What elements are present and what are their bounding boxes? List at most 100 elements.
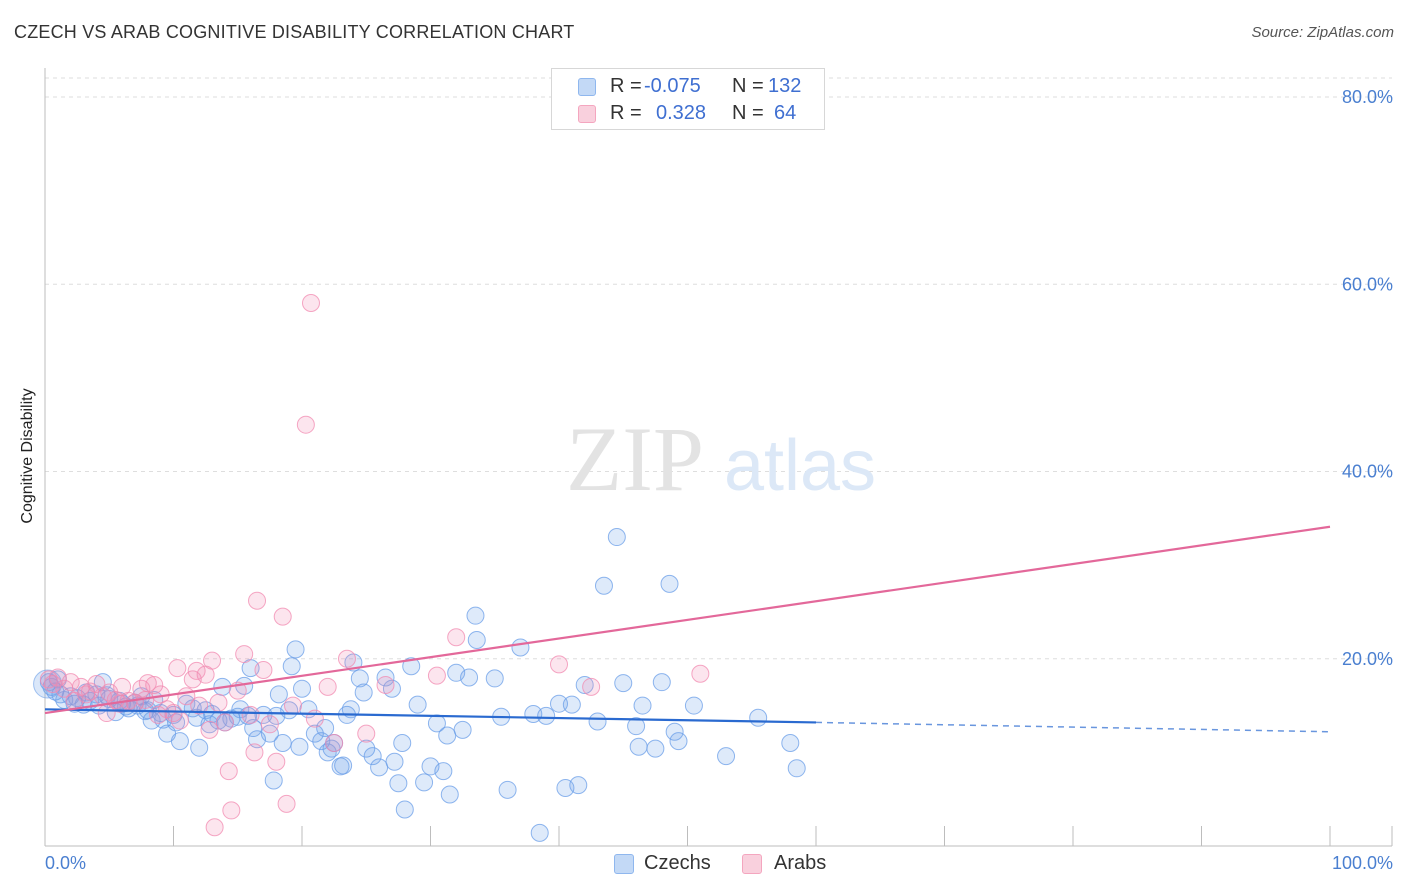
point-arabs-47 — [267, 752, 286, 771]
point-czechs-99 — [467, 631, 486, 650]
point-arabs-35 — [205, 818, 224, 837]
point-czechs-100 — [485, 669, 504, 688]
point-czechs-97 — [460, 668, 479, 687]
point-arabs-48 — [273, 607, 292, 626]
point-arabs-38 — [219, 762, 238, 781]
arabs-swatch — [578, 105, 596, 123]
point-czechs-92 — [434, 762, 453, 781]
point-czechs-51 — [244, 719, 263, 738]
r-value: 0.328 — [656, 102, 707, 124]
point-arabs-50 — [284, 696, 303, 715]
point-czechs-57 — [269, 685, 288, 704]
point-arabs-34 — [203, 651, 222, 670]
point-czechs-63 — [293, 679, 311, 698]
stats-legend-row-arabs: R = 0.328 N = 64 — [552, 101, 826, 127]
point-czechs-115 — [614, 674, 633, 693]
y-tick-label-20: 20.0% — [1342, 649, 1393, 669]
point-czechs-53 — [254, 705, 273, 724]
point-czechs-80 — [370, 758, 389, 777]
point-arabs-56 — [337, 649, 356, 668]
point-czechs-41 — [203, 704, 222, 723]
point-czechs-103 — [511, 638, 530, 657]
watermark-atlas: atlas — [724, 426, 876, 506]
point-arabs-55 — [325, 734, 344, 753]
point-arabs-58 — [376, 675, 395, 694]
point-arabs-45 — [254, 660, 273, 679]
trend-line-extension-czechs — [815, 721, 1331, 733]
r-value: -0.075 — [644, 75, 701, 97]
trend-line-czechs — [44, 708, 817, 724]
y-tick-label-60: 60.0% — [1342, 274, 1393, 294]
point-arabs-63 — [691, 664, 710, 683]
point-czechs-60 — [282, 657, 301, 676]
n-label: N = — [732, 75, 764, 97]
czechs-swatch — [578, 78, 596, 96]
point-arabs-26 — [168, 659, 187, 678]
point-arabs-41 — [235, 645, 254, 664]
point-czechs-116 — [627, 717, 646, 736]
point-czechs-114 — [607, 528, 626, 547]
point-arabs-21 — [145, 675, 164, 694]
point-arabs-61 — [550, 655, 568, 674]
point-czechs-58 — [273, 734, 292, 753]
point-czechs-117 — [629, 737, 648, 756]
point-czechs-94 — [440, 785, 459, 804]
stats-legend: R = -0.075 N = 132 R = 0.328 N = 64 — [551, 68, 825, 130]
point-arabs-46 — [260, 715, 279, 734]
stats-legend-row-czechs: R = -0.075 N = 132 — [552, 74, 826, 100]
point-arabs-20 — [138, 674, 157, 693]
point-czechs-105 — [530, 823, 549, 842]
point-czechs-125 — [717, 747, 736, 766]
point-czechs-126 — [749, 708, 768, 727]
point-czechs-65 — [305, 724, 324, 743]
point-czechs-98 — [466, 606, 485, 625]
point-czechs-78 — [357, 739, 376, 758]
r-label: R = — [610, 75, 642, 97]
point-czechs-118 — [633, 696, 652, 715]
point-czechs-81 — [376, 668, 395, 687]
point-czechs-87 — [402, 657, 421, 676]
point-czechs-93 — [438, 726, 457, 745]
point-czechs-85 — [393, 734, 412, 753]
trend-line-arabs — [44, 525, 1331, 715]
point-arabs-25 — [164, 704, 183, 723]
x-tick-label-min: 0.0% — [45, 853, 86, 873]
point-czechs-121 — [660, 574, 679, 593]
czechs-legend-swatch — [614, 854, 634, 874]
r-label: R = — [610, 102, 642, 124]
point-czechs-123 — [669, 732, 688, 751]
point-czechs-76 — [350, 669, 369, 688]
point-czechs-106 — [537, 706, 556, 725]
n-value: 132 — [768, 75, 802, 97]
point-czechs-55 — [264, 771, 283, 790]
point-czechs-72 — [334, 756, 353, 775]
point-czechs-79 — [363, 747, 382, 766]
point-arabs-52 — [301, 293, 320, 312]
point-czechs-107 — [550, 694, 568, 713]
point-arabs-33 — [200, 720, 219, 739]
chart-title: CZECH VS ARAB COGNITIVE DISABILITY CORRE… — [14, 22, 575, 42]
trend-lines — [44, 525, 1331, 733]
point-czechs-112 — [588, 712, 607, 731]
point-czechs-83 — [385, 752, 404, 771]
point-czechs-110 — [569, 776, 588, 795]
point-czechs-91 — [427, 714, 446, 733]
point-czechs-119 — [646, 739, 665, 758]
point-arabs-57 — [357, 724, 376, 743]
point-arabs-4 — [61, 673, 80, 692]
legend-label-czechs: Czechs — [644, 852, 711, 874]
x-tick-label-max: 100.0% — [1332, 853, 1393, 873]
point-arabs-43 — [245, 743, 264, 762]
point-czechs-96 — [453, 720, 472, 739]
point-czechs-54 — [260, 724, 279, 743]
axes — [44, 68, 1393, 847]
point-arabs-44 — [248, 591, 267, 610]
point-czechs-88 — [408, 695, 427, 714]
point-czechs-34 — [170, 732, 189, 751]
watermark: ZIP atlas — [566, 408, 876, 510]
point-czechs-111 — [575, 675, 594, 694]
point-arabs-27 — [170, 711, 189, 730]
point-arabs-54 — [318, 677, 337, 696]
point-arabs-62 — [582, 677, 601, 696]
